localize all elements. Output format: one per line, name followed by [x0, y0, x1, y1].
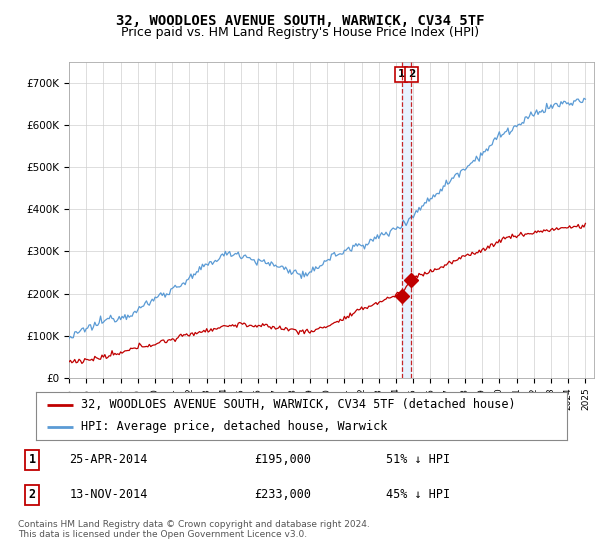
Text: Price paid vs. HM Land Registry's House Price Index (HPI): Price paid vs. HM Land Registry's House … — [121, 26, 479, 39]
Text: 25-APR-2014: 25-APR-2014 — [70, 454, 148, 466]
Text: 2: 2 — [408, 69, 415, 80]
Text: 32, WOODLOES AVENUE SOUTH, WARWICK, CV34 5TF (detached house): 32, WOODLOES AVENUE SOUTH, WARWICK, CV34… — [81, 398, 516, 412]
Text: 13-NOV-2014: 13-NOV-2014 — [70, 488, 148, 501]
Text: HPI: Average price, detached house, Warwick: HPI: Average price, detached house, Warw… — [81, 420, 388, 433]
Text: 1: 1 — [29, 454, 36, 466]
Text: 1: 1 — [398, 69, 405, 80]
Text: £195,000: £195,000 — [254, 454, 311, 466]
Bar — [401, 62, 411, 378]
Text: 2: 2 — [29, 488, 36, 501]
Text: Contains HM Land Registry data © Crown copyright and database right 2024.
This d: Contains HM Land Registry data © Crown c… — [18, 520, 370, 539]
Text: 51% ↓ HPI: 51% ↓ HPI — [386, 454, 451, 466]
Text: £233,000: £233,000 — [254, 488, 311, 501]
Text: 45% ↓ HPI: 45% ↓ HPI — [386, 488, 451, 501]
Text: 32, WOODLOES AVENUE SOUTH, WARWICK, CV34 5TF: 32, WOODLOES AVENUE SOUTH, WARWICK, CV34… — [116, 14, 484, 28]
